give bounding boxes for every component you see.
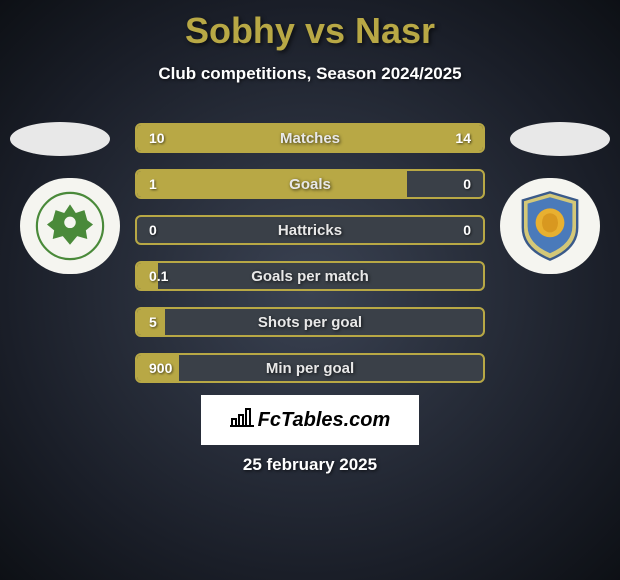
brand-banner: FcTables.com — [201, 395, 419, 445]
stat-label: Min per goal — [137, 360, 483, 377]
stat-row-goals-per-match: 0.1 Goals per match — [135, 261, 485, 291]
stat-value-right: 0 — [463, 222, 471, 238]
stat-row-goals: 1 Goals 0 — [135, 169, 485, 199]
shield-crest-icon — [510, 186, 590, 266]
stat-row-min-per-goal: 900 Min per goal — [135, 353, 485, 383]
eagle-crest-icon — [34, 190, 106, 262]
page-title: Sobhy vs Nasr — [0, 0, 620, 52]
country-flag-right — [510, 122, 610, 156]
subtitle: Club competitions, Season 2024/2025 — [0, 64, 620, 84]
club-badge-right — [500, 178, 600, 274]
stat-label: Goals — [137, 176, 483, 193]
date-label: 25 february 2025 — [0, 455, 620, 475]
stat-label: Matches — [137, 130, 483, 147]
stat-row-hattricks: 0 Hattricks 0 — [135, 215, 485, 245]
stats-container: 10 Matches 14 1 Goals 0 0 Hattricks 0 0.… — [135, 123, 485, 399]
stat-label: Goals per match — [137, 268, 483, 285]
stat-label: Shots per goal — [137, 314, 483, 331]
chart-icon — [230, 407, 254, 433]
stat-label: Hattricks — [137, 222, 483, 239]
country-flag-left — [10, 122, 110, 156]
brand-text: FcTables.com — [258, 409, 391, 432]
stat-value-right: 0 — [463, 176, 471, 192]
stat-row-shots-per-goal: 5 Shots per goal — [135, 307, 485, 337]
stat-row-matches: 10 Matches 14 — [135, 123, 485, 153]
club-badge-left — [20, 178, 120, 274]
stat-value-right: 14 — [455, 130, 471, 146]
